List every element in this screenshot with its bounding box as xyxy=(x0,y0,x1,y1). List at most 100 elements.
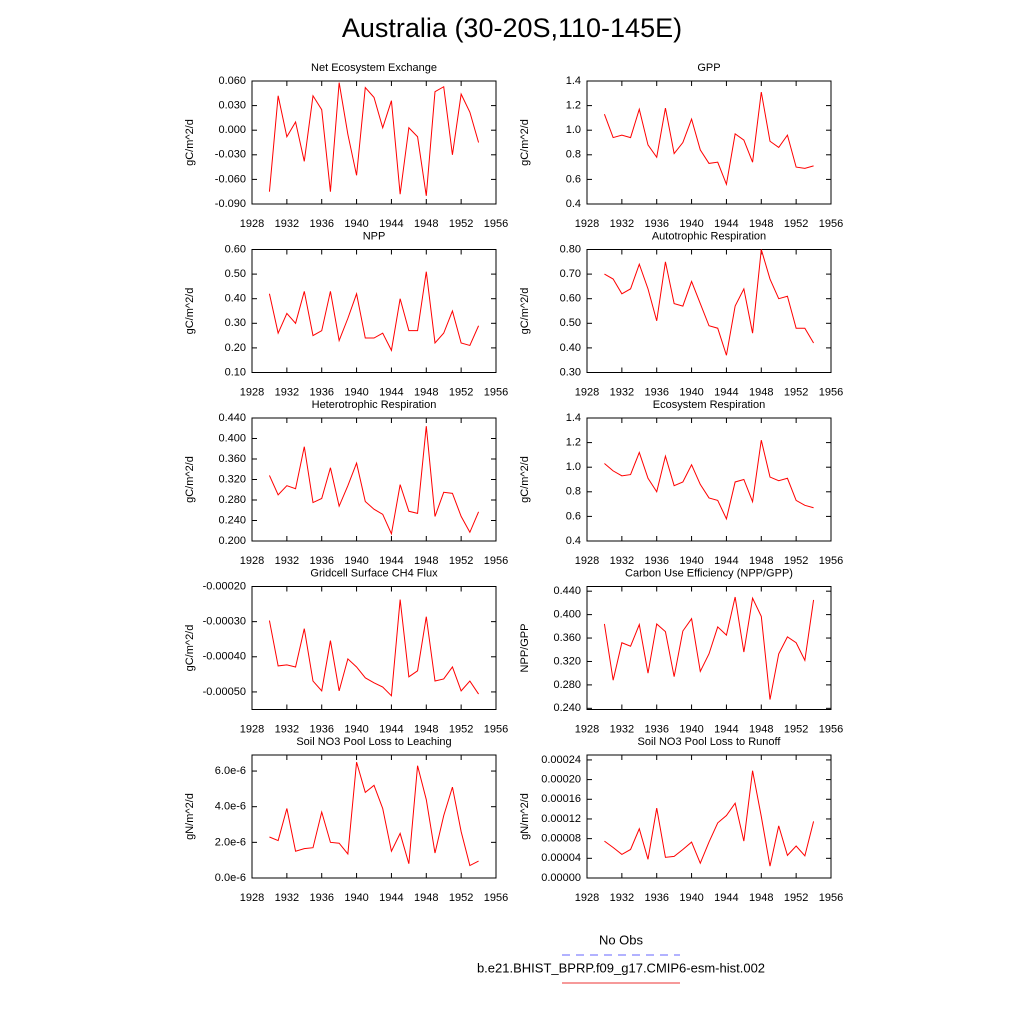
data-line xyxy=(604,249,815,356)
y-tick-label: -0.090 xyxy=(215,198,246,210)
x-tick-label: 1932 xyxy=(275,892,299,904)
plot-frame xyxy=(251,80,497,205)
x-tick-label: 1940 xyxy=(344,555,368,567)
x-tick-label: 1936 xyxy=(309,386,333,398)
x-tick-label: 1936 xyxy=(644,892,668,904)
x-tick-label: 1944 xyxy=(379,555,403,567)
y-tick-label: 0.50 xyxy=(225,268,246,280)
x-tick-label: 1956 xyxy=(484,555,508,567)
x-tick-label: 1936 xyxy=(644,218,668,230)
x-tick-label: 1956 xyxy=(484,386,508,398)
x-tick-label: 1928 xyxy=(575,555,599,567)
x-tick-label: 1948 xyxy=(749,555,773,567)
data-line xyxy=(603,91,814,187)
plot-frame xyxy=(251,249,497,373)
x-tick-label: 1948 xyxy=(749,386,773,398)
y-tick-label: 0.40 xyxy=(560,342,581,354)
y-tick-label: 0.6 xyxy=(566,173,581,185)
x-tick-label: 1928 xyxy=(240,892,264,904)
x-tick-label: 1952 xyxy=(784,218,808,230)
y-tick-label: 0.00000 xyxy=(541,872,581,884)
x-tick-label: 1948 xyxy=(749,723,773,735)
plot-frame xyxy=(586,80,832,205)
y-tick-label: 0.320 xyxy=(218,473,246,485)
y-tick-label: 6.0e-6 xyxy=(215,765,246,777)
panel-title: GPP xyxy=(697,62,720,74)
y-tick-label: -0.00030 xyxy=(203,616,246,628)
x-tick-label: 1944 xyxy=(714,386,738,398)
y-tick-label: 0.320 xyxy=(553,655,581,667)
x-tick-label: 1948 xyxy=(749,218,773,230)
panel-title: Soil NO3 Pool Loss to Runoff xyxy=(638,736,782,748)
x-tick-label: 1936 xyxy=(644,723,668,735)
x-tick-label: 1956 xyxy=(819,386,843,398)
plot-frame xyxy=(251,586,497,710)
y-tick-label: 1.4 xyxy=(566,75,581,87)
y-tick-label: -0.00020 xyxy=(203,580,246,592)
main-title: Australia (30-20S,110-145E) xyxy=(342,13,682,43)
y-tick-label: 0.200 xyxy=(218,535,246,547)
y-tick-label: 0.360 xyxy=(218,453,246,465)
y-tick-label: 0.60 xyxy=(560,293,581,305)
y-tick-label: 0.360 xyxy=(553,632,581,644)
panel-title: Net Ecosystem Exchange xyxy=(311,62,437,74)
y-tick-label: 0.30 xyxy=(225,317,246,329)
data-line xyxy=(268,271,480,352)
x-tick-label: 1932 xyxy=(275,723,299,735)
y-axis-label: gC/m^2/d xyxy=(519,119,531,166)
y-tick-label: -0.00040 xyxy=(203,651,246,663)
x-tick-label: 1956 xyxy=(819,892,843,904)
x-tick-label: 1928 xyxy=(240,723,264,735)
panel-title: NPP xyxy=(363,230,386,242)
x-tick-label: 1928 xyxy=(240,555,264,567)
x-tick-label: 1928 xyxy=(575,892,599,904)
y-tick-label: 1.2 xyxy=(566,100,581,112)
plot-frame xyxy=(586,417,832,542)
y-tick-label: 0.400 xyxy=(553,609,581,621)
y-axis-label: gC/m^2/d xyxy=(519,288,531,335)
x-tick-label: 1944 xyxy=(714,723,738,735)
x-tick-label: 1932 xyxy=(610,723,634,735)
y-axis-label: gC/m^2/d xyxy=(184,119,196,166)
x-tick-label: 1936 xyxy=(309,892,333,904)
y-tick-label: 0.240 xyxy=(218,514,246,526)
y-tick-label: 1.2 xyxy=(566,437,581,449)
y-tick-label: 0.400 xyxy=(218,432,246,444)
x-tick-label: 1940 xyxy=(679,386,703,398)
x-tick-label: 1956 xyxy=(484,218,508,230)
y-tick-label: 1.0 xyxy=(566,461,581,473)
x-tick-label: 1940 xyxy=(344,892,368,904)
x-tick-label: 1932 xyxy=(275,555,299,567)
x-tick-label: 1940 xyxy=(679,723,703,735)
y-tick-label: 0.20 xyxy=(225,342,246,354)
y-tick-label: -0.060 xyxy=(215,173,246,185)
plot-frame xyxy=(586,249,832,373)
y-tick-label: 1.4 xyxy=(566,412,581,424)
x-tick-label: 1948 xyxy=(414,218,438,230)
x-tick-label: 1928 xyxy=(575,386,599,398)
x-tick-label: 1948 xyxy=(414,555,438,567)
x-tick-label: 1936 xyxy=(644,555,668,567)
x-tick-label: 1928 xyxy=(240,386,264,398)
x-tick-label: 1932 xyxy=(275,386,299,398)
x-tick-label: 1952 xyxy=(449,555,473,567)
x-tick-label: 1940 xyxy=(344,723,368,735)
x-tick-label: 1936 xyxy=(309,555,333,567)
x-tick-label: 1944 xyxy=(714,218,738,230)
x-tick-label: 1936 xyxy=(309,218,333,230)
y-tick-label: 0.000 xyxy=(218,124,246,136)
x-tick-label: 1952 xyxy=(449,723,473,735)
legend-label: b.e21.BHIST_BPRP.f09_g17.CMIP6-esm-hist.… xyxy=(477,960,765,975)
y-tick-label: 0.00024 xyxy=(541,754,581,766)
y-tick-label: 0.70 xyxy=(560,268,581,280)
y-tick-label: 0.060 xyxy=(218,75,246,87)
x-tick-label: 1940 xyxy=(679,555,703,567)
x-tick-label: 1956 xyxy=(819,723,843,735)
panel-title: Soil NO3 Pool Loss to Leaching xyxy=(296,736,451,748)
y-axis-label: gC/m^2/d xyxy=(184,456,196,503)
y-tick-label: 0.30 xyxy=(560,366,581,378)
data-line xyxy=(603,596,815,700)
y-tick-label: -0.030 xyxy=(215,149,246,161)
x-tick-label: 1956 xyxy=(484,892,508,904)
